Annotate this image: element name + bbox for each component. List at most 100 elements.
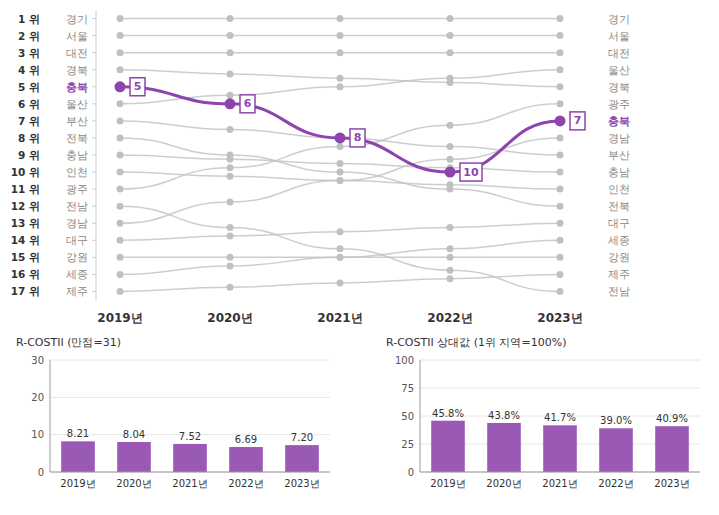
series-point [227,126,234,133]
series-label-left: 울산 [66,98,88,110]
x-tick-label: 2022년 [228,478,263,489]
y-tick [92,189,96,190]
series-point [337,177,344,184]
series-point [557,220,564,227]
series-line [120,206,560,291]
series-point [447,49,454,56]
data-label: 7.20 [291,432,313,443]
series-label-right: 충남 [608,166,630,178]
series-point [227,32,234,39]
y-tick-label: 3 위 [18,47,40,59]
series-point [227,92,234,99]
y-tick-label: 17 위 [11,285,40,297]
series-label-left: 경기 [66,13,88,25]
y-tick-label: 12 위 [11,200,40,212]
x-tick-label: 2020년 [116,478,151,489]
background [0,0,719,515]
x-tick-label: 2019년 [60,478,95,489]
series-point [117,134,124,141]
series-point [115,81,126,92]
bar [543,425,577,472]
x-tick-label: 2021년 [542,478,577,489]
series-label-right: 경남 [608,132,630,144]
series-point [557,100,564,107]
series-point [557,32,564,39]
y-tick [92,103,96,104]
bar-chart: R-COSTII (만점=31)01020308.218.047.526.697… [16,336,330,489]
series-point [445,167,456,178]
series-point [117,237,124,244]
series-point [557,66,564,73]
data-label-box [240,95,255,113]
series-point [337,75,344,82]
series-label-right: 인천 [608,183,630,195]
y-axis-line [420,360,421,472]
data-label: 8 [354,131,362,144]
series-point [557,254,564,261]
series-point [447,75,454,82]
y-tick-label: 16 위 [11,268,40,280]
y-tick-label: 15 위 [11,251,40,263]
y-tick [92,18,96,19]
series-point [337,160,344,167]
y-tick-label: 30 [31,355,44,366]
series-point [557,49,564,56]
bar [487,423,521,472]
data-label: 8.21 [67,428,89,439]
series-label-right: 전남 [608,285,630,297]
series-point [557,271,564,278]
series-point [227,156,234,163]
series-point [117,32,124,39]
data-label: 40.9% [656,413,688,424]
grid-line [420,360,700,361]
series-point [555,115,566,126]
series-point [227,15,234,22]
y-tick-label: 75 [401,383,414,394]
y-tick-label: 0 [38,467,44,478]
y-tick [92,257,96,258]
series-point [337,279,344,286]
data-label: 41.7% [544,412,576,423]
x-axis-line [50,472,330,473]
series-label-left: 충북 [66,81,88,93]
y-tick-label: 0 [408,467,414,478]
x-tick-label: 2021년 [317,311,362,325]
series-point [117,152,124,159]
y-tick-label: 6 위 [18,98,40,110]
series-point [117,254,124,261]
series-point [225,98,236,109]
series-label-right: 대구 [608,217,630,229]
series-point [117,271,124,278]
series-point [557,203,564,210]
y-tick [92,274,96,275]
series-point [447,122,454,129]
series-point [337,32,344,39]
y-tick-label: 1 위 [18,13,40,25]
x-tick-label: 2022년 [598,478,633,489]
series-point [117,220,124,227]
series-point [447,15,454,22]
y-tick [92,120,96,121]
series-label-right: 경기 [608,13,630,25]
grid-line [50,360,330,361]
plot-area [431,421,689,472]
data-label-box [350,129,365,147]
series-point [335,132,346,143]
series-line [120,87,560,172]
series-point [227,70,234,77]
data-label: 45.8% [432,408,464,419]
x-tick-label: 2023년 [654,478,689,489]
series-label-left: 세종 [66,268,88,280]
series-point [337,83,344,90]
series-label-right: 세종 [608,234,630,246]
data-label-box [130,78,145,96]
series-label-right: 전북 [608,200,630,212]
y-tick-label: 2 위 [18,30,40,42]
series-point [337,245,344,252]
bar [285,445,319,472]
series-label-left: 제주 [66,285,88,297]
y-tick-label: 20 [31,392,44,403]
series-point [337,177,344,184]
series-point [227,49,234,56]
series-point [337,254,344,261]
